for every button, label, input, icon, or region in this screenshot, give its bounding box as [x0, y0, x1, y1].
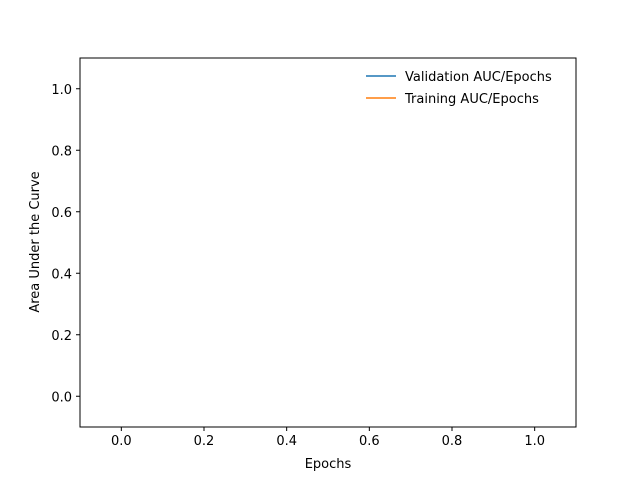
x-tick-label: 0.0 [111, 434, 132, 449]
x-axis-ticks: 0.0 0.2 0.4 0.6 0.8 1.0 [111, 427, 545, 449]
y-axis-ticks: 0.0 0.2 0.4 0.6 0.8 1.0 [51, 83, 80, 405]
x-tick-label: 0.4 [276, 434, 297, 449]
y-tick-label: 0.2 [51, 329, 72, 344]
legend-label: Training AUC/Epochs [404, 92, 539, 107]
y-axis-label: Area Under the Curve [28, 171, 43, 312]
y-tick-label: 0.8 [51, 144, 72, 159]
plot-area [79, 57, 577, 428]
x-tick-label: 1.0 [524, 434, 545, 449]
y-tick-label: 1.0 [51, 83, 72, 98]
x-tick-label: 0.2 [194, 434, 215, 449]
y-tick-label: 0.6 [51, 206, 72, 221]
y-tick-label: 0.4 [51, 267, 72, 282]
x-tick-label: 0.8 [442, 434, 463, 449]
x-tick-label: 0.6 [359, 434, 380, 449]
legend: Validation AUC/Epochs Training AUC/Epochs [366, 70, 552, 107]
x-axis-label: Epochs [305, 457, 352, 472]
plot-frame [79, 57, 577, 428]
legend-label: Validation AUC/Epochs [405, 70, 552, 85]
y-tick-label: 0.0 [51, 390, 72, 405]
